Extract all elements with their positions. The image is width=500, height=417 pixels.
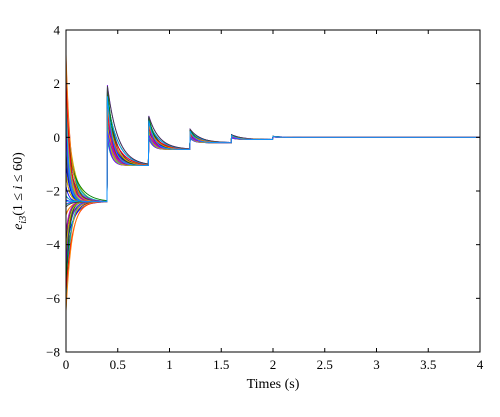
y-label-sub: i3 [18, 216, 29, 224]
series-line [65, 132, 480, 203]
y-label-rest: ≤ 60) [11, 152, 26, 186]
series-line [65, 102, 480, 203]
series-line [65, 87, 480, 292]
y-tick-label: 4 [54, 23, 61, 38]
series-line [65, 86, 480, 202]
y-tick-label: −4 [46, 237, 60, 252]
series-line [65, 136, 480, 203]
series-line [65, 136, 480, 203]
x-tick-label: 0 [63, 357, 70, 372]
series-line [65, 85, 480, 208]
series-line [65, 97, 480, 203]
y-tick-label: 2 [54, 76, 61, 91]
y-tick-label: −6 [46, 291, 60, 306]
x-tick-label: 0.5 [110, 357, 126, 372]
x-tick-label: 1 [166, 357, 173, 372]
series-line [65, 136, 480, 205]
series-line [65, 95, 480, 202]
plot-frame [65, 29, 481, 353]
x-tick-label: 2.5 [317, 357, 333, 372]
series-line [65, 99, 480, 203]
series-line [65, 58, 480, 203]
series-line [65, 99, 480, 203]
series-line [65, 133, 480, 203]
series-line [65, 85, 480, 203]
series-line [65, 94, 480, 270]
series-line [65, 103, 480, 203]
series-line [65, 131, 480, 203]
y-label-var: e [11, 224, 26, 230]
x-tick-label: 3.5 [420, 357, 436, 372]
series-line [65, 98, 480, 202]
series-layer [65, 52, 480, 313]
series-line [65, 136, 480, 286]
x-tick-label: 4 [477, 357, 484, 372]
series-line [65, 119, 480, 215]
series-line [65, 96, 480, 203]
series-line [65, 91, 480, 262]
y-label-range: (1 ≤ [11, 189, 26, 215]
series-line [65, 100, 480, 273]
series-line [65, 92, 480, 260]
series-line [65, 116, 480, 203]
series-line [65, 101, 480, 203]
tick-layer: 0 0.5 1 1.5 2 2.5 3 3.5 4 −8 −6 −4 −2 0 2 4 [46, 23, 484, 373]
y-tick-label: 0 [54, 130, 61, 145]
series-line [65, 115, 480, 309]
x-axis-label: Times (s) [247, 377, 300, 392]
series-line [65, 104, 480, 202]
series-line [65, 52, 480, 203]
series-line [65, 130, 480, 249]
series-line [65, 93, 480, 203]
y-label-idx: i [11, 185, 26, 189]
series-line [65, 109, 480, 202]
y-tick-label: −2 [46, 184, 60, 199]
y-tick-label: −8 [46, 345, 60, 360]
x-tick-label: 2 [270, 357, 277, 372]
series-line [65, 84, 480, 205]
series-line [65, 102, 480, 203]
x-tick-label: 3 [373, 357, 380, 372]
y-axis-label: ei3(1 ≤ i ≤ 60) [11, 152, 29, 230]
series-line [65, 125, 480, 242]
x-tick-label: 1.5 [213, 357, 229, 372]
series-line [65, 103, 480, 203]
series-line [65, 120, 480, 253]
